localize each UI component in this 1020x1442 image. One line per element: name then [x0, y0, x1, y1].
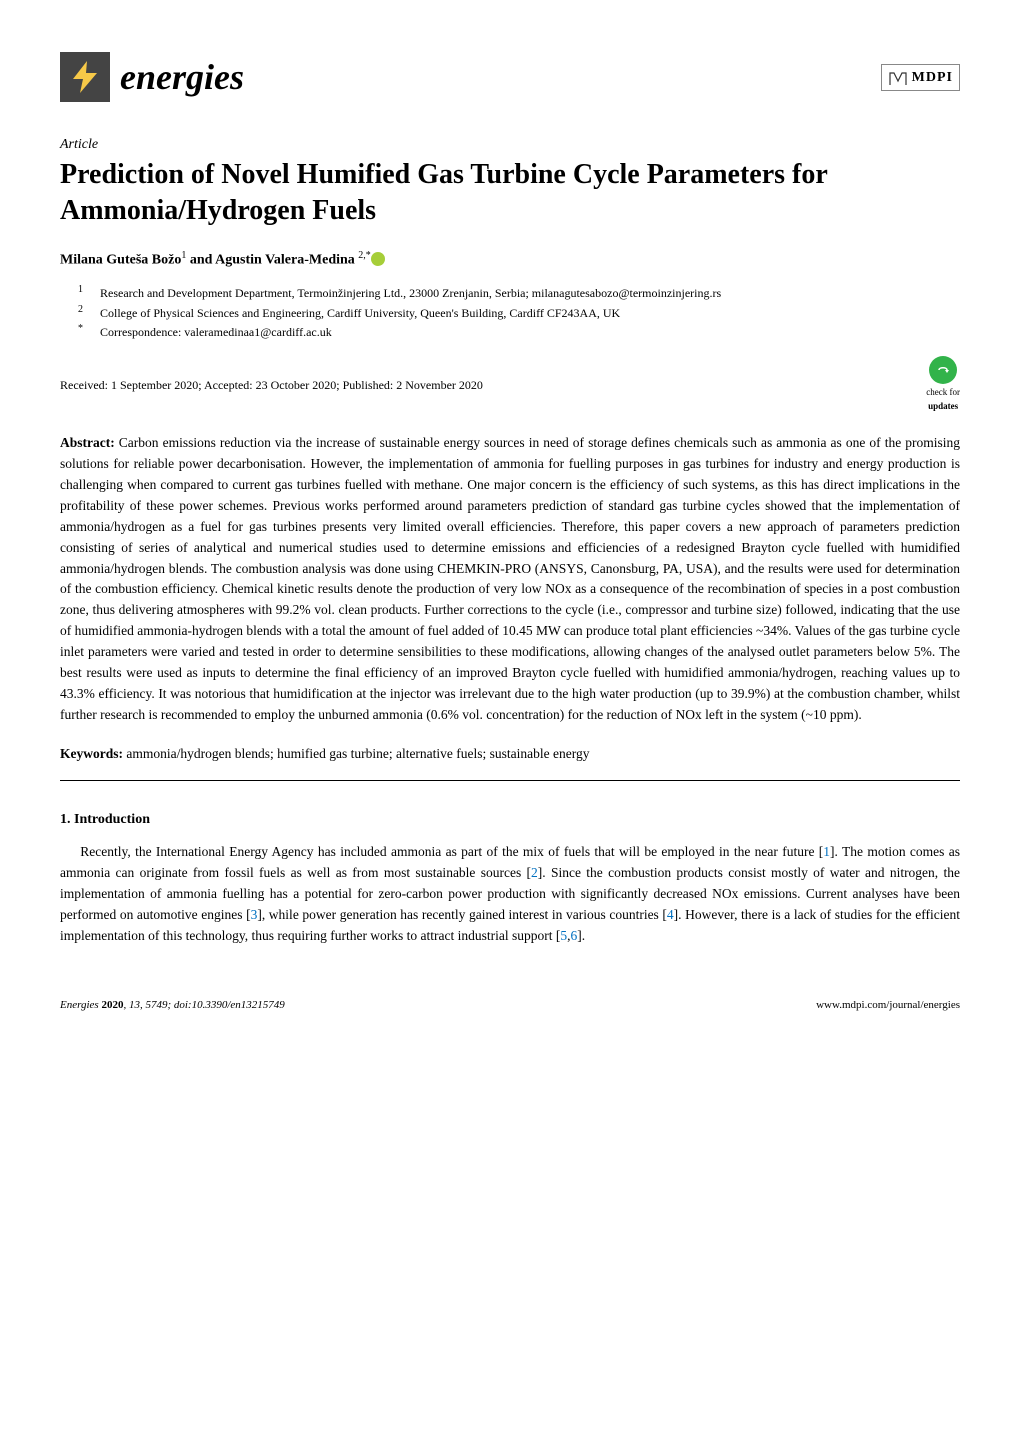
- check-updates-label-top: check for: [926, 386, 960, 400]
- footer-year: 2020: [101, 999, 123, 1011]
- citation-link[interactable]: 2: [531, 865, 538, 880]
- affiliation-list: 1 Research and Development Department, T…: [78, 284, 960, 342]
- citation-link[interactable]: 4: [667, 907, 674, 922]
- intro-paragraph: Recently, the International Energy Agenc…: [60, 842, 960, 947]
- author-name: Agustin Valera-Medina: [215, 252, 355, 267]
- publication-dates: Received: 1 September 2020; Accepted: 23…: [60, 376, 483, 394]
- publisher-name: MDPI: [912, 67, 953, 88]
- footer-journal: Energies: [60, 999, 101, 1011]
- body-fragment: Recently, the International Energy Agenc…: [80, 844, 823, 859]
- orcid-icon: [371, 252, 385, 266]
- keywords-text: ammonia/hydrogen blends; humified gas tu…: [123, 746, 590, 761]
- footer-doi: , 13, 5749; doi:10.3390/en13215749: [123, 999, 284, 1011]
- author-list: Milana Guteša Božo1 and Agustin Valera-M…: [60, 248, 960, 271]
- affiliation-number: 1: [96, 282, 108, 301]
- body-fragment: ].: [577, 928, 585, 943]
- mdpi-icon: [888, 67, 908, 87]
- journal-name: energies: [120, 50, 244, 104]
- affiliation-item: 1 Research and Development Department, T…: [78, 284, 960, 303]
- affiliation-item: * Correspondence: valeramedinaa1@cardiff…: [78, 323, 960, 342]
- page-footer: Energies 2020, 13, 5749; doi:10.3390/en1…: [60, 997, 960, 1014]
- section-heading: 1. Introduction: [60, 809, 960, 830]
- affiliation-text: Research and Development Department, Ter…: [118, 284, 721, 303]
- check-updates-icon: [929, 356, 957, 384]
- separator-line: [60, 780, 960, 781]
- body-fragment: ], while power generation has recently g…: [257, 907, 667, 922]
- footer-url: www.mdpi.com/journal/energies: [816, 997, 960, 1014]
- abstract: Abstract: Carbon emissions reduction via…: [60, 433, 960, 726]
- check-updates-label-bottom: updates: [928, 400, 958, 414]
- header: energies MDPI: [60, 50, 960, 104]
- affiliation-item: 2 College of Physical Sciences and Engin…: [78, 304, 960, 323]
- publisher-logo: MDPI: [881, 64, 960, 91]
- keywords-label: Keywords:: [60, 746, 123, 761]
- abstract-text: Carbon emissions reduction via the incre…: [60, 435, 960, 722]
- author-separator: and: [186, 252, 215, 267]
- affiliation-text: College of Physical Sciences and Enginee…: [118, 304, 620, 323]
- keywords: Keywords: ammonia/hydrogen blends; humif…: [60, 744, 960, 764]
- article-title: Prediction of Novel Humified Gas Turbine…: [60, 157, 960, 230]
- footer-citation: Energies 2020, 13, 5749; doi:10.3390/en1…: [60, 997, 285, 1014]
- affiliation-number: *: [96, 321, 108, 340]
- article-type-label: Article: [60, 134, 960, 155]
- energies-logo-icon: [60, 52, 110, 102]
- author-name: Milana Guteša Božo: [60, 252, 181, 267]
- abstract-label: Abstract:: [60, 435, 115, 450]
- author-affil-sup: 2,*: [358, 250, 371, 261]
- affiliation-number: 2: [96, 302, 108, 321]
- affiliation-text: Correspondence: valeramedinaa1@cardiff.a…: [118, 323, 332, 342]
- check-updates-badge[interactable]: check for updates: [926, 356, 960, 413]
- journal-logo: energies: [60, 50, 244, 104]
- publication-dates-row: Received: 1 September 2020; Accepted: 23…: [60, 356, 960, 413]
